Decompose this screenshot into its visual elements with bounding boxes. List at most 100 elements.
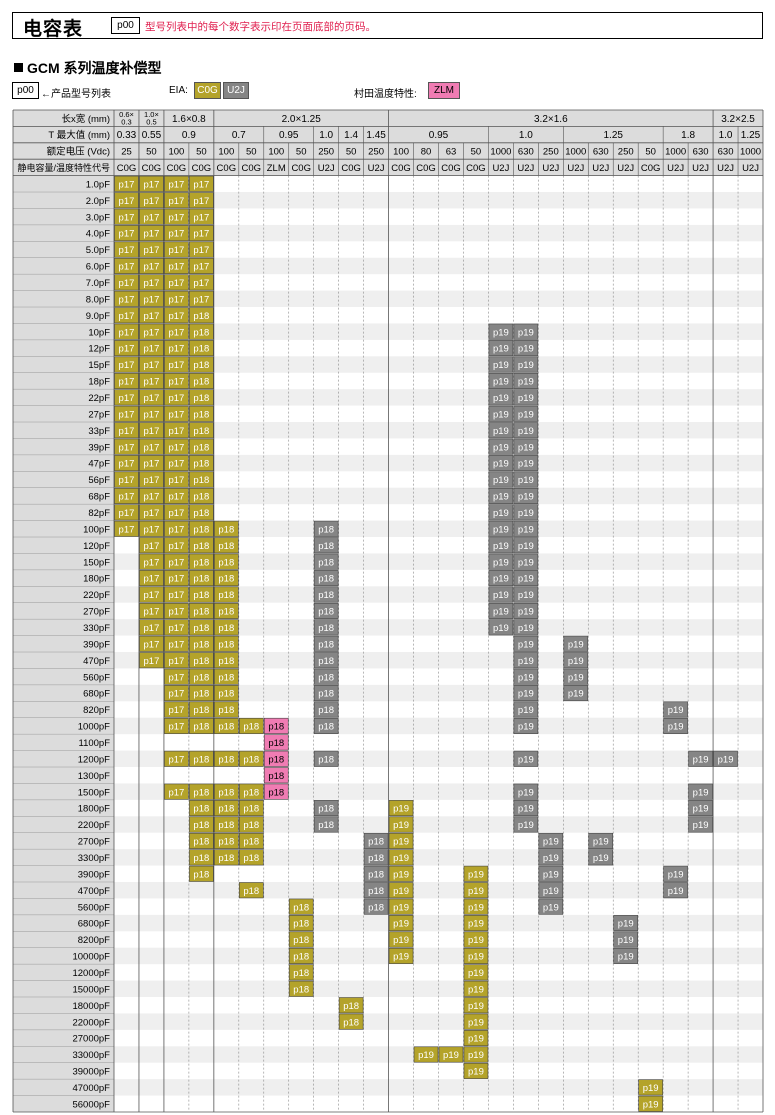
capacitance-label: 82pF bbox=[88, 508, 110, 519]
cell-page-ref: p18 bbox=[368, 902, 384, 913]
table-cell-c0g bbox=[463, 882, 489, 899]
table-cell-c0g bbox=[189, 750, 214, 767]
table-cell-u2j bbox=[488, 356, 514, 373]
row-stripe bbox=[114, 1079, 763, 1096]
cell-page-ref: p19 bbox=[543, 886, 559, 897]
cell-page-ref: p17 bbox=[119, 311, 135, 322]
cell-page-ref: p18 bbox=[243, 837, 259, 848]
cell-page-ref: p17 bbox=[168, 607, 184, 618]
table-cell-u2j bbox=[663, 701, 688, 718]
capacitance-label: 15000pF bbox=[72, 984, 110, 995]
table-cell-u2j bbox=[513, 800, 539, 817]
cell-page-ref: p17 bbox=[168, 639, 184, 650]
cell-page-ref: p19 bbox=[493, 360, 509, 371]
capacitance-label: 56pF bbox=[88, 475, 110, 486]
thickness-label: 1.0 bbox=[519, 130, 533, 141]
row-label-bg bbox=[13, 1029, 114, 1047]
table-cell-c0g bbox=[214, 800, 239, 817]
cell-page-ref: p19 bbox=[518, 607, 534, 618]
cell-page-ref: p18 bbox=[193, 327, 209, 338]
cell-page-ref: p19 bbox=[518, 327, 534, 338]
table-cell-u2j bbox=[488, 504, 514, 521]
table-cell-c0g bbox=[164, 504, 189, 521]
cell-page-ref: p19 bbox=[493, 607, 509, 618]
table-cell-c0g bbox=[189, 290, 214, 307]
row-label-bg bbox=[13, 619, 114, 636]
capacitance-label: 33pF bbox=[88, 426, 110, 437]
table-cell-c0g bbox=[214, 652, 239, 669]
cell-page-ref: p17 bbox=[144, 557, 160, 568]
thickness-label: 0.9 bbox=[182, 130, 196, 141]
table-cell-c0g bbox=[164, 487, 189, 504]
cell-page-ref: p18 bbox=[193, 607, 209, 618]
cell-page-ref: p19 bbox=[468, 919, 484, 930]
table-cell-c0g bbox=[114, 241, 139, 258]
table-cell-u2j bbox=[513, 487, 539, 504]
table-cell-u2j bbox=[513, 340, 539, 357]
cell-page-ref: p18 bbox=[193, 754, 209, 765]
table-cell-c0g bbox=[388, 898, 414, 915]
cell-page-ref: p18 bbox=[318, 623, 334, 634]
cell-page-ref: p18 bbox=[318, 820, 334, 831]
cell-page-ref: p17 bbox=[144, 492, 160, 503]
table-cell-c0g bbox=[164, 307, 189, 324]
table-cell-c0g bbox=[139, 208, 164, 225]
size-label: 3.2×2.5 bbox=[721, 114, 755, 125]
table-cell-c0g bbox=[388, 800, 414, 817]
cell-page-ref: p17 bbox=[144, 426, 160, 437]
table-cell-c0g bbox=[164, 340, 189, 357]
cell-page-ref: p17 bbox=[168, 524, 184, 535]
cell-page-ref: p18 bbox=[193, 574, 209, 585]
row-label-bg bbox=[13, 750, 114, 768]
cell-page-ref: p19 bbox=[393, 820, 409, 831]
tc-label: C0G bbox=[117, 163, 137, 174]
cell-page-ref: p18 bbox=[218, 672, 234, 683]
table-cell-u2j bbox=[513, 356, 539, 373]
table-cell-u2j bbox=[538, 849, 564, 866]
cell-page-ref: p17 bbox=[193, 212, 209, 223]
table-cell-c0g bbox=[288, 964, 314, 981]
cell-page-ref: p18 bbox=[193, 475, 209, 486]
tc-label: U2J bbox=[742, 163, 759, 174]
legend-murata-label: 村田温度特性: bbox=[354, 89, 417, 100]
table-cell-c0g bbox=[164, 570, 189, 587]
table-cell-c0g bbox=[214, 783, 239, 800]
cell-page-ref: p18 bbox=[218, 656, 234, 667]
row-label-bg bbox=[13, 586, 114, 603]
table-cell-c0g bbox=[139, 389, 164, 406]
cell-page-ref: p18 bbox=[268, 787, 284, 798]
cell-page-ref: p19 bbox=[618, 952, 634, 963]
cell-page-ref: p18 bbox=[368, 837, 384, 848]
thickness-label: 0.95 bbox=[429, 130, 449, 141]
table-cell-u2j bbox=[313, 685, 339, 702]
table-cell-u2j bbox=[513, 717, 539, 734]
cell-page-ref: p17 bbox=[119, 508, 135, 519]
cell-page-ref: p17 bbox=[119, 475, 135, 486]
table-cell-c0g bbox=[164, 241, 189, 258]
table-cell-c0g bbox=[288, 947, 314, 964]
voltage-label: 1000 bbox=[490, 147, 511, 158]
table-cell-c0g bbox=[214, 586, 239, 603]
capacitance-label: 180pF bbox=[83, 574, 110, 585]
series-title: GCM 系列温度补偿型 bbox=[14, 58, 162, 78]
capacitance-label: 4700pF bbox=[78, 886, 110, 897]
table-cell-u2j bbox=[488, 619, 514, 636]
table-cell-c0g bbox=[164, 471, 189, 488]
table-cell-c0g bbox=[214, 832, 239, 849]
table-cell-c0g bbox=[239, 832, 264, 849]
capacitance-label: 120pF bbox=[83, 541, 110, 552]
cell-page-ref: p17 bbox=[168, 459, 184, 470]
size-label: 1.6×0.8 bbox=[172, 114, 206, 125]
table-cell-u2j bbox=[663, 717, 688, 734]
thickness-label: 1.25 bbox=[741, 130, 761, 141]
table-cell-u2j bbox=[663, 865, 688, 882]
cell-page-ref: p17 bbox=[119, 196, 135, 207]
row-stripe bbox=[114, 1013, 763, 1030]
table-cell-u2j bbox=[313, 537, 339, 554]
cell-page-ref: p18 bbox=[368, 853, 384, 864]
table-cell-c0g bbox=[164, 356, 189, 373]
table-cell-c0g bbox=[139, 602, 164, 619]
cell-page-ref: p17 bbox=[144, 541, 160, 552]
table-cell-c0g bbox=[164, 783, 189, 800]
table-cell-u2j bbox=[313, 570, 339, 587]
